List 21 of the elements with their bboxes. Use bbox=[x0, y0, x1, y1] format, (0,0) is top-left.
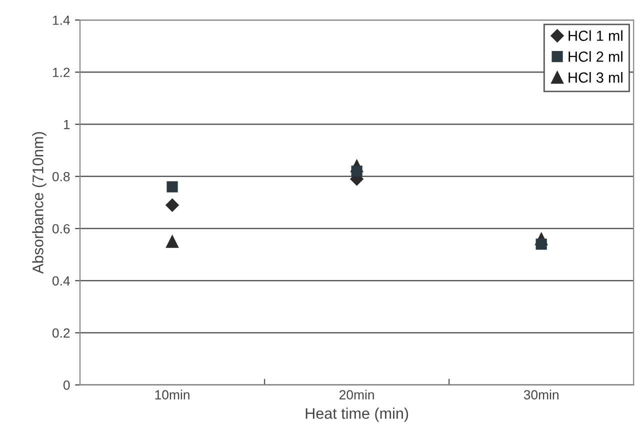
legend-label: HCl 2 ml bbox=[568, 51, 622, 62]
y-tick-label: 0.6 bbox=[52, 224, 70, 234]
legend-label: HCl 3 ml bbox=[568, 72, 622, 83]
point bbox=[536, 238, 547, 250]
y-tick-label: 0 bbox=[63, 380, 70, 390]
legend-label: HCl 1 ml bbox=[568, 30, 622, 41]
y-axis-title: Absorbance (710nm) bbox=[32, 132, 46, 274]
x-axis-title: Heat time (min) bbox=[306, 408, 408, 422]
point bbox=[351, 166, 362, 177]
x-tick-label: 10min bbox=[155, 390, 190, 400]
x-tick-label: 20min bbox=[339, 390, 374, 400]
point bbox=[166, 198, 179, 212]
y-tick-label: 0.4 bbox=[52, 276, 70, 286]
y-tick-label: 1 bbox=[64, 120, 70, 130]
y-tick-label: 1.2 bbox=[52, 68, 70, 77]
y-tick-label: 0.2 bbox=[52, 328, 70, 338]
point bbox=[166, 181, 178, 192]
point bbox=[166, 235, 179, 248]
y-tick-label: 1.4 bbox=[52, 16, 70, 25]
y-tick-label: 0.8 bbox=[52, 172, 70, 182]
x-tick-label: 30min bbox=[524, 390, 558, 400]
